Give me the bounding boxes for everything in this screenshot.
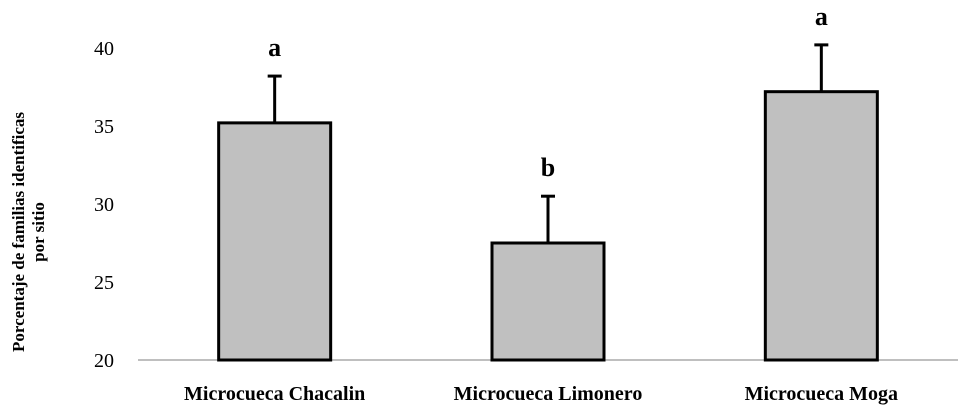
y-tick-label: 20: [94, 350, 114, 372]
error-bar: [814, 43, 829, 92]
y-axis-ticks: 20 25 30 35 40: [94, 38, 114, 372]
category-label: Microcueca Moga: [745, 383, 898, 405]
significance-label: b: [541, 153, 555, 182]
y-axis-title-line-1: Porcentaje de familias identificas: [9, 112, 28, 352]
bar: [217, 121, 333, 362]
significance-labels: a b a: [268, 2, 828, 182]
category-label: Microcueca Limonero: [454, 383, 643, 405]
y-tick-label: 25: [94, 272, 114, 294]
bars: [217, 90, 879, 362]
y-tick-label: 40: [94, 38, 114, 60]
bar: [763, 90, 879, 362]
error-bar: [541, 194, 555, 243]
category-label: Microcueca Chacalin: [184, 383, 365, 405]
category-labels: Microcueca Chacalin Microcueca Limonero Mi…: [184, 383, 898, 405]
y-axis-title: Porcentaje de familias identificas por s…: [9, 112, 48, 352]
bar: [490, 241, 606, 362]
error-bar: [267, 74, 282, 123]
y-tick-label: 35: [94, 116, 114, 138]
y-axis-title-line-2: por sitio: [29, 202, 48, 262]
significance-label: a: [815, 2, 828, 31]
y-tick-label: 30: [94, 194, 114, 216]
significance-label: a: [268, 33, 281, 62]
error-bars: [267, 43, 829, 243]
